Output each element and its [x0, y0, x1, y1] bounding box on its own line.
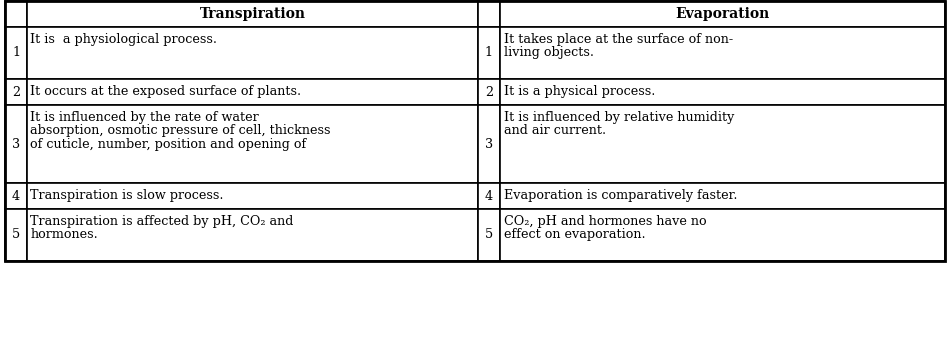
- Bar: [500, 79, 945, 105]
- Text: Transpiration is slow process.: Transpiration is slow process.: [30, 188, 224, 201]
- Bar: [478, 27, 500, 79]
- Text: It takes place at the surface of non-: It takes place at the surface of non-: [504, 32, 732, 45]
- Bar: [500, 27, 945, 79]
- Bar: [5, 79, 27, 105]
- Bar: [478, 183, 500, 209]
- Bar: [5, 209, 27, 261]
- Text: 4: 4: [484, 190, 493, 202]
- Bar: [5, 183, 27, 209]
- Text: 4: 4: [12, 190, 20, 202]
- Bar: [500, 105, 945, 183]
- Text: It occurs at the exposed surface of plants.: It occurs at the exposed surface of plan…: [30, 85, 302, 97]
- Bar: [5, 1, 27, 27]
- Bar: [478, 79, 500, 105]
- Bar: [27, 27, 478, 79]
- Bar: [500, 1, 945, 27]
- Text: Evaporation: Evaporation: [675, 7, 770, 21]
- Text: It is a physical process.: It is a physical process.: [504, 85, 655, 97]
- Text: hormones.: hormones.: [30, 228, 98, 241]
- Text: 5: 5: [484, 228, 493, 241]
- Text: It is  a physiological process.: It is a physiological process.: [30, 32, 218, 45]
- Text: of cuticle, number, position and opening of: of cuticle, number, position and opening…: [30, 139, 307, 151]
- Text: 5: 5: [11, 228, 20, 241]
- Bar: [27, 79, 478, 105]
- Bar: [478, 209, 500, 261]
- Bar: [27, 105, 478, 183]
- Bar: [27, 183, 478, 209]
- Bar: [5, 105, 27, 183]
- Bar: [27, 209, 478, 261]
- Text: and air current.: and air current.: [504, 125, 606, 137]
- Text: 3: 3: [484, 137, 493, 151]
- Bar: [27, 1, 478, 27]
- Text: effect on evaporation.: effect on evaporation.: [504, 228, 645, 241]
- Text: CO₂, pH and hormones have no: CO₂, pH and hormones have no: [504, 215, 706, 227]
- Bar: [5, 27, 27, 79]
- Text: absorption, osmotic pressure of cell, thickness: absorption, osmotic pressure of cell, th…: [30, 125, 331, 137]
- Text: It is influenced by the rate of water: It is influenced by the rate of water: [30, 111, 259, 124]
- Bar: [478, 1, 500, 27]
- Bar: [478, 105, 500, 183]
- Text: Transpiration: Transpiration: [200, 7, 306, 21]
- Bar: [500, 183, 945, 209]
- Text: living objects.: living objects.: [504, 46, 594, 60]
- Bar: [500, 209, 945, 261]
- Text: 2: 2: [12, 85, 20, 99]
- Text: Evaporation is comparatively faster.: Evaporation is comparatively faster.: [504, 188, 737, 201]
- Text: 2: 2: [484, 85, 493, 99]
- Text: It is influenced by relative humidity: It is influenced by relative humidity: [504, 111, 733, 124]
- Text: 1: 1: [12, 46, 20, 60]
- Text: 3: 3: [12, 137, 20, 151]
- Bar: [5, 1, 945, 261]
- Text: 1: 1: [485, 46, 493, 60]
- Text: Transpiration is affected by pH, CO₂ and: Transpiration is affected by pH, CO₂ and: [30, 215, 294, 227]
